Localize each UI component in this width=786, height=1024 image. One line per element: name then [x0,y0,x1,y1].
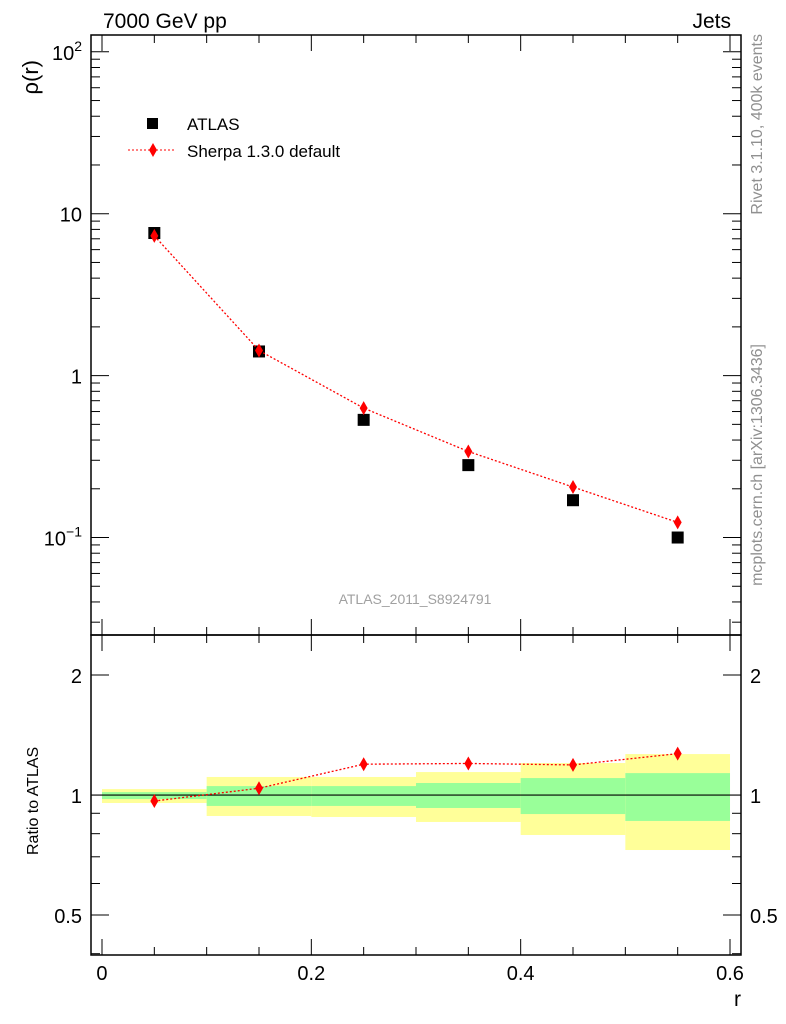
legend-sherpa-marker [149,143,157,157]
ratio-y-tick-label: 1 [750,786,761,808]
ratio-y-tick-label: 0.5 [54,906,82,928]
y-axis-label: ρ(r) [18,60,43,95]
x-tick-label: 0 [96,963,107,985]
mcplots-label: mcplots.cern.ch [arXiv:1306.3436] [749,344,766,586]
sherpa-data-point [569,480,578,495]
legend-sherpa-label: Sherpa 1.3.0 default [187,142,340,161]
y-tick-label: 1 [71,367,82,389]
sherpa-ratio-point [464,756,473,771]
ratio-y-label: Ratio to ATLAS [25,747,42,855]
sherpa-ratio-line [154,753,678,802]
title-left: 7000 GeV pp [103,10,227,33]
stat-uncertainty-band [311,786,416,806]
x-tick-label: 0.2 [297,963,325,985]
sherpa-line [153,235,678,524]
sherpa-data-point [254,343,263,358]
ratio-panel: 0 0.2 0.4 0.6 2 2 1 1 0.5 0.5 [54,634,778,985]
sherpa-ratio-point [150,794,159,809]
title-right: Jets [692,10,731,33]
ratio-y-tick-label: 2 [750,666,761,688]
sherpa-ratio-point [254,781,263,796]
sherpa-data-point [359,401,368,416]
sherpa-ratio-point [359,757,368,772]
atlas-data-point [357,413,370,426]
x-tick-label: 0.6 [716,963,744,985]
rivet-label: Rivet 3.1.10, 400k events [749,34,766,215]
stat-uncertainty-band [625,773,731,821]
x-tick-label: 0.4 [507,963,535,985]
sherpa-ratio-point [569,757,578,772]
atlas-data-point [671,531,684,544]
sherpa-data-point [673,515,682,530]
stat-uncertainty-band [206,786,312,806]
x-axis-label: r [734,988,741,1011]
y-tick-label: 102 [52,38,82,65]
watermark: ATLAS_2011_S8924791 [339,591,492,607]
atlas-data-point [462,459,475,472]
legend-atlas-marker [147,118,158,129]
sherpa-ratio-point [673,746,682,761]
legend-atlas-label: ATLAS [187,115,240,134]
y-tick-label: 10−1 [44,524,82,551]
ratio-y-tick-label: 0.5 [750,906,778,928]
sherpa-data-point [150,228,159,243]
ratio-y-tick-label: 1 [71,786,82,808]
atlas-data-point [567,494,580,507]
ratio-y-tick-label: 2 [71,666,82,688]
legend: ATLAS Sherpa 1.3.0 default [128,115,340,161]
y-tick-label: 10 [60,205,82,227]
stat-uncertainty-band [520,778,626,815]
sherpa-data-point [464,444,473,459]
